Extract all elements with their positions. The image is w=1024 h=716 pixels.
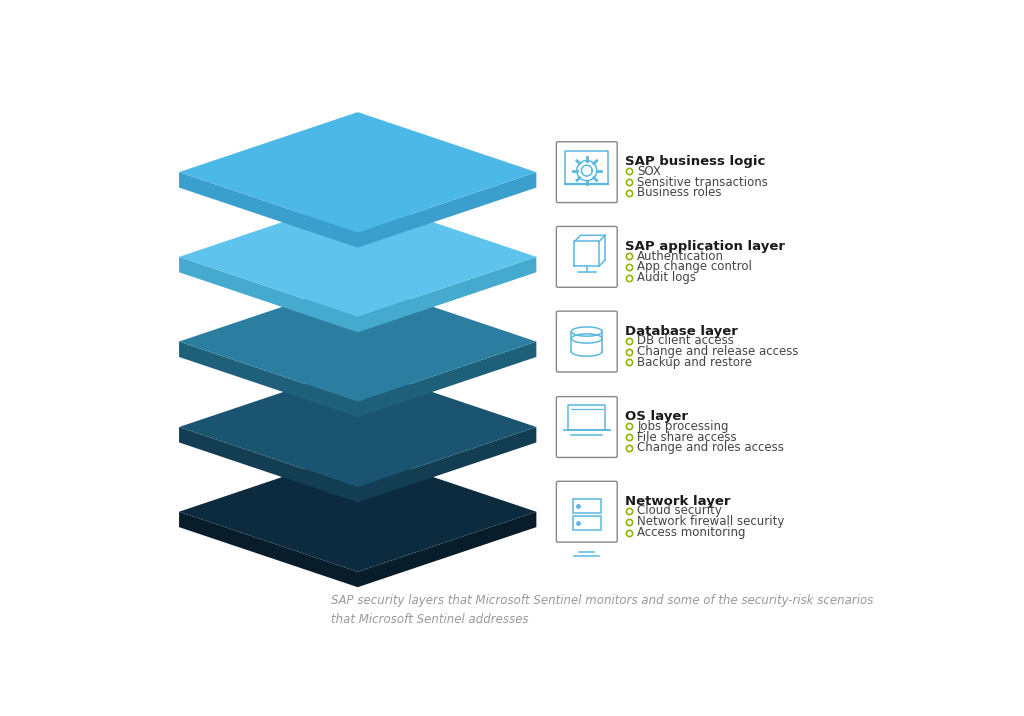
Text: SOX: SOX	[637, 165, 662, 178]
Polygon shape	[179, 427, 537, 503]
Text: Access monitoring: Access monitoring	[637, 526, 745, 539]
Text: Audit logs: Audit logs	[637, 271, 696, 284]
Text: Network firewall security: Network firewall security	[637, 516, 784, 528]
FancyBboxPatch shape	[556, 226, 617, 287]
Text: App change control: App change control	[637, 261, 752, 274]
Text: Network layer: Network layer	[625, 495, 730, 508]
FancyBboxPatch shape	[556, 142, 617, 203]
Polygon shape	[179, 257, 537, 332]
Text: OS layer: OS layer	[625, 410, 688, 423]
Text: Jobs processing: Jobs processing	[637, 420, 729, 432]
FancyBboxPatch shape	[556, 397, 617, 458]
Polygon shape	[179, 452, 537, 572]
Text: Authentication: Authentication	[637, 250, 724, 263]
Polygon shape	[179, 367, 537, 487]
FancyBboxPatch shape	[556, 481, 617, 542]
Polygon shape	[179, 281, 537, 402]
Text: DB client access: DB client access	[637, 334, 734, 347]
Polygon shape	[179, 342, 537, 417]
Bar	[572, 516, 601, 531]
Text: Cloud security: Cloud security	[637, 505, 722, 518]
Polygon shape	[179, 112, 537, 232]
Text: File share access: File share access	[637, 430, 737, 443]
Text: Database layer: Database layer	[625, 324, 737, 338]
Bar	[572, 498, 601, 513]
Text: Change and roles access: Change and roles access	[637, 441, 784, 455]
Polygon shape	[179, 512, 537, 587]
Text: SAP business logic: SAP business logic	[625, 155, 765, 168]
FancyBboxPatch shape	[556, 311, 617, 372]
Text: SAP application layer: SAP application layer	[625, 240, 785, 253]
Text: Sensitive transactions: Sensitive transactions	[637, 175, 768, 189]
Text: Backup and restore: Backup and restore	[637, 356, 753, 369]
Text: SAP security layers that Microsoft Sentinel monitors and some of the security-ri: SAP security layers that Microsoft Senti…	[331, 594, 873, 626]
Polygon shape	[179, 197, 537, 317]
Text: Change and release access: Change and release access	[637, 345, 799, 358]
Polygon shape	[179, 172, 537, 248]
Text: Business roles: Business roles	[637, 186, 722, 200]
